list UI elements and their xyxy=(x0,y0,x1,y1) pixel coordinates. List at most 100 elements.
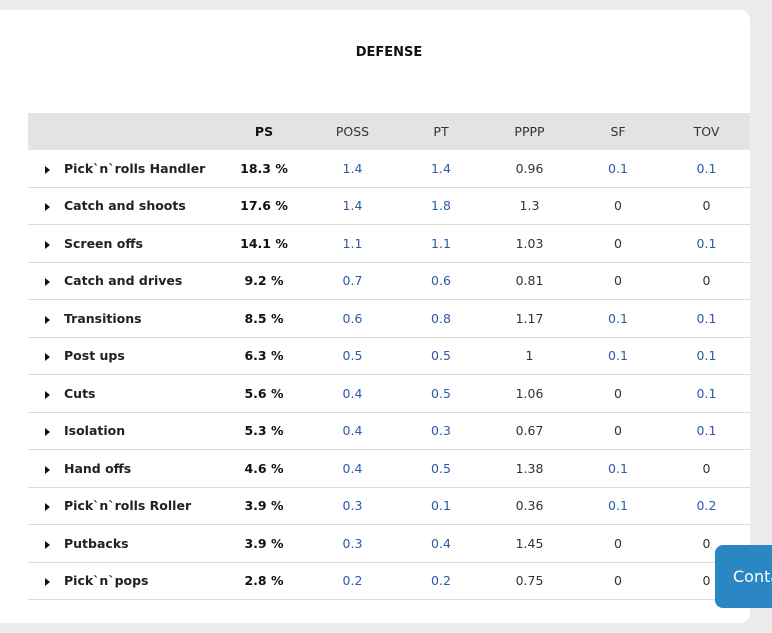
cell-poss[interactable]: 0.4 xyxy=(304,374,401,413)
cell-ps: 2.8 % xyxy=(224,562,304,600)
caret-right-icon[interactable] xyxy=(45,578,50,587)
caret-right-icon[interactable] xyxy=(45,315,50,324)
cell-pt[interactable]: 0.4 xyxy=(401,524,481,563)
row-play-type[interactable]: Putbacks xyxy=(28,524,224,563)
cell-pt[interactable]: 1.1 xyxy=(401,224,481,263)
caret-right-icon[interactable] xyxy=(45,240,50,249)
cell-tov[interactable]: 0.1 xyxy=(658,299,750,338)
cell-tov[interactable]: 0.1 xyxy=(658,224,750,263)
cell-pt[interactable]: 0.2 xyxy=(401,562,481,600)
cell-tov[interactable]: 0.1 xyxy=(658,150,750,188)
caret-right-icon[interactable] xyxy=(45,203,50,212)
table-row: Screen offs 14.1 % 1.1 1.1 1.03 0 0.1 xyxy=(28,224,750,263)
header-tov[interactable]: TOV xyxy=(658,113,750,150)
cell-sf[interactable]: 0.1 xyxy=(578,487,658,525)
caret-right-icon[interactable] xyxy=(45,540,50,549)
row-play-type[interactable]: Isolation xyxy=(28,412,224,450)
row-play-type[interactable]: Transitions xyxy=(28,299,224,338)
row-play-type-label: Putbacks xyxy=(64,535,129,551)
cell-pppp: 1.06 xyxy=(481,374,578,413)
caret-right-icon[interactable] xyxy=(45,353,50,362)
table-row: Pick`n`rolls Handler 18.3 % 1.4 1.4 0.96 0.1 0… xyxy=(28,150,750,188)
cell-poss[interactable]: 1.4 xyxy=(304,187,401,225)
table-header-row: PS POSS PT PPPP SF TOV xyxy=(28,113,750,150)
row-play-type[interactable]: Pick`n`rolls Roller xyxy=(28,487,224,525)
header-pppp[interactable]: PPPP xyxy=(481,113,578,150)
row-play-type[interactable]: Catch and drives xyxy=(28,262,224,300)
header-poss[interactable]: POSS xyxy=(304,113,401,150)
row-play-type[interactable]: Pick`n`pops xyxy=(28,562,224,600)
cell-poss[interactable]: 0.4 xyxy=(304,449,401,488)
cell-tov[interactable]: 0.1 xyxy=(658,412,750,450)
caret-right-icon[interactable] xyxy=(45,390,50,399)
defense-card: DEFENSE PS POSS PT PPPP SF TOV Pick` xyxy=(0,10,750,623)
cell-poss[interactable]: 0.2 xyxy=(304,562,401,600)
cell-poss[interactable]: 0.3 xyxy=(304,487,401,525)
row-play-type[interactable]: Cuts xyxy=(28,374,224,413)
cell-poss[interactable]: 0.6 xyxy=(304,299,401,338)
row-play-type[interactable]: Hand offs xyxy=(28,449,224,488)
cell-pt[interactable]: 0.5 xyxy=(401,374,481,413)
cell-poss[interactable]: 1.4 xyxy=(304,150,401,188)
cell-pt[interactable]: 0.5 xyxy=(401,337,481,375)
cell-pt[interactable]: 0.5 xyxy=(401,449,481,488)
table-row: Catch and drives 9.2 % 0.7 0.6 0.81 0 0 xyxy=(28,262,750,300)
cell-tov: 0 xyxy=(658,449,750,488)
cell-pt[interactable]: 0.3 xyxy=(401,412,481,450)
cell-tov[interactable]: 0.1 xyxy=(658,374,750,413)
cell-sf[interactable]: 0.1 xyxy=(578,299,658,338)
cell-tov[interactable]: 0.2 xyxy=(658,487,750,525)
table-row: Transitions 8.5 % 0.6 0.8 1.17 0.1 0.1 xyxy=(28,299,750,338)
header-pt[interactable]: PT xyxy=(401,113,481,150)
cell-poss[interactable]: 0.5 xyxy=(304,337,401,375)
cell-pt[interactable]: 0.6 xyxy=(401,262,481,300)
table-row: Cuts 5.6 % 0.4 0.5 1.06 0 0.1 xyxy=(28,374,750,413)
header-ps[interactable]: PS xyxy=(224,113,304,150)
cell-poss[interactable]: 0.3 xyxy=(304,524,401,563)
header-play-type xyxy=(28,113,224,150)
row-play-type-label: Catch and drives xyxy=(64,273,183,289)
caret-right-icon[interactable] xyxy=(45,465,50,474)
row-play-type-label: Transitions xyxy=(64,310,142,326)
cell-poss[interactable]: 1.1 xyxy=(304,224,401,263)
row-play-type[interactable]: Screen offs xyxy=(28,224,224,263)
row-play-type-label: Pick`n`rolls Roller xyxy=(64,498,192,514)
cell-poss[interactable]: 0.4 xyxy=(304,412,401,450)
cell-ps: 4.6 % xyxy=(224,449,304,488)
caret-right-icon[interactable] xyxy=(45,503,50,512)
cell-pppp: 0.96 xyxy=(481,150,578,188)
cell-pt[interactable]: 1.4 xyxy=(401,150,481,188)
cell-pppp: 1.3 xyxy=(481,187,578,225)
cell-tov[interactable]: 0.1 xyxy=(658,337,750,375)
row-play-type-label: Pick`n`pops xyxy=(64,573,149,589)
row-play-type[interactable]: Pick`n`rolls Handler xyxy=(28,150,224,188)
contact-button[interactable]: Contact xyxy=(715,545,772,608)
cell-pt[interactable]: 0.8 xyxy=(401,299,481,338)
cell-pppp: 0.36 xyxy=(481,487,578,525)
cell-ps: 6.3 % xyxy=(224,337,304,375)
cell-sf: 0 xyxy=(578,187,658,225)
table-row: Isolation 5.3 % 0.4 0.3 0.67 0 0.1 xyxy=(28,412,750,450)
cell-tov: 0 xyxy=(658,262,750,300)
table-row: Pick`n`rolls Roller 3.9 % 0.3 0.1 0.36 0.1 0.2 xyxy=(28,487,750,525)
row-play-type[interactable]: Post ups xyxy=(28,337,224,375)
header-sf[interactable]: SF xyxy=(578,113,658,150)
table-row: Post ups 6.3 % 0.5 0.5 1 0.1 0.1 xyxy=(28,337,750,375)
cell-sf[interactable]: 0.1 xyxy=(578,150,658,188)
row-play-type-label: Cuts xyxy=(64,385,96,401)
cell-sf[interactable]: 0.1 xyxy=(578,449,658,488)
cell-poss[interactable]: 0.7 xyxy=(304,262,401,300)
cell-pt[interactable]: 0.1 xyxy=(401,487,481,525)
caret-right-icon[interactable] xyxy=(45,428,50,437)
table-row: Catch and shoots 17.6 % 1.4 1.8 1.3 0 0 xyxy=(28,187,750,225)
cell-ps: 18.3 % xyxy=(224,150,304,188)
caret-right-icon[interactable] xyxy=(45,165,50,174)
cell-sf: 0 xyxy=(578,562,658,600)
cell-pppp: 1.38 xyxy=(481,449,578,488)
cell-sf[interactable]: 0.1 xyxy=(578,337,658,375)
cell-pppp: 1 xyxy=(481,337,578,375)
caret-right-icon[interactable] xyxy=(45,278,50,287)
cell-pt[interactable]: 1.8 xyxy=(401,187,481,225)
row-play-type[interactable]: Catch and shoots xyxy=(28,187,224,225)
cell-ps: 5.3 % xyxy=(224,412,304,450)
